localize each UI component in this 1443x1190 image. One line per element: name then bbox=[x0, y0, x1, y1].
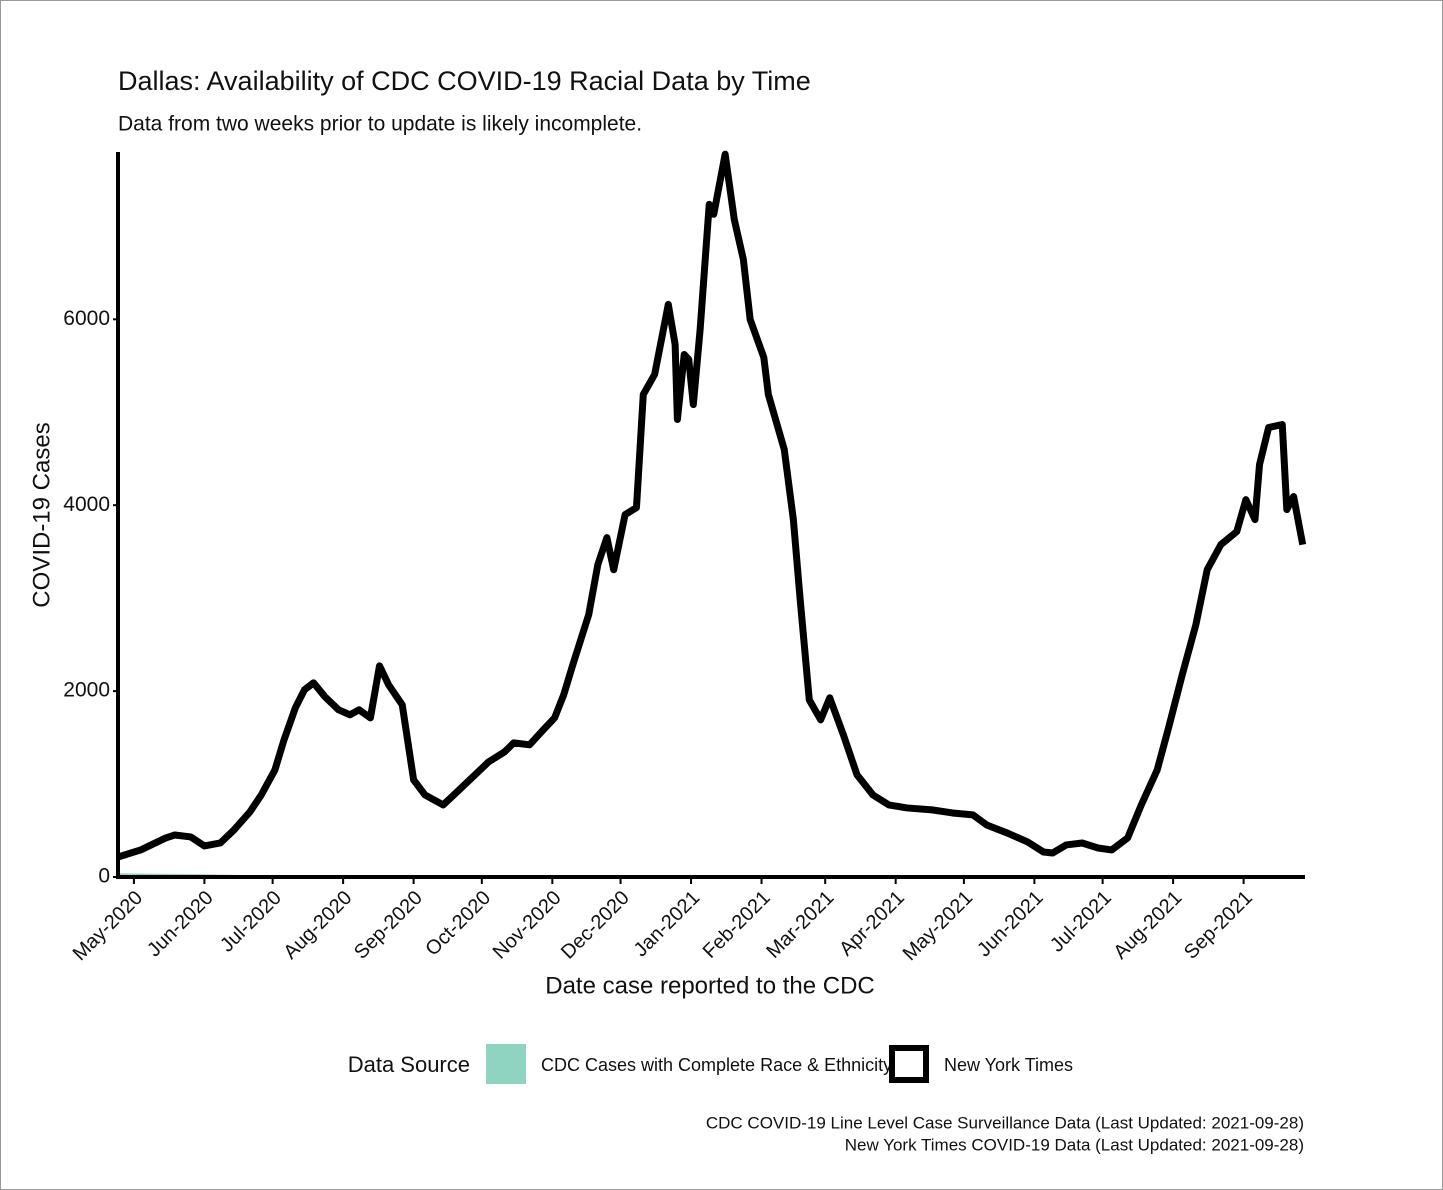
chart-title: Dallas: Availability of CDC COVID-19 Rac… bbox=[118, 66, 811, 96]
y-tick-label: 2000 bbox=[63, 679, 110, 702]
caption: New York Times COVID-19 Data (Last Updat… bbox=[845, 1135, 1304, 1154]
chart-subtitle: Data from two weeks prior to update is l… bbox=[118, 113, 642, 136]
line bbox=[116, 150, 1307, 861]
x-axis-label: Date case reported to the CDC bbox=[545, 972, 875, 999]
y-axis-label: COVID-19 Cases bbox=[28, 422, 55, 607]
y-tick-label: 4000 bbox=[63, 493, 110, 516]
caption: CDC COVID-19 Line Level Case Surveillanc… bbox=[706, 1113, 1304, 1132]
legend-label: New York Times bbox=[944, 1055, 1073, 1075]
legend-title: Data Source bbox=[348, 1052, 470, 1077]
legend-label: CDC Cases with Complete Race & Ethnicity bbox=[541, 1055, 892, 1075]
legend-swatch bbox=[889, 1045, 929, 1083]
legend-swatch bbox=[486, 1044, 526, 1084]
y-tick-label: 0 bbox=[98, 865, 110, 888]
y-tick-label: 6000 bbox=[63, 307, 110, 330]
